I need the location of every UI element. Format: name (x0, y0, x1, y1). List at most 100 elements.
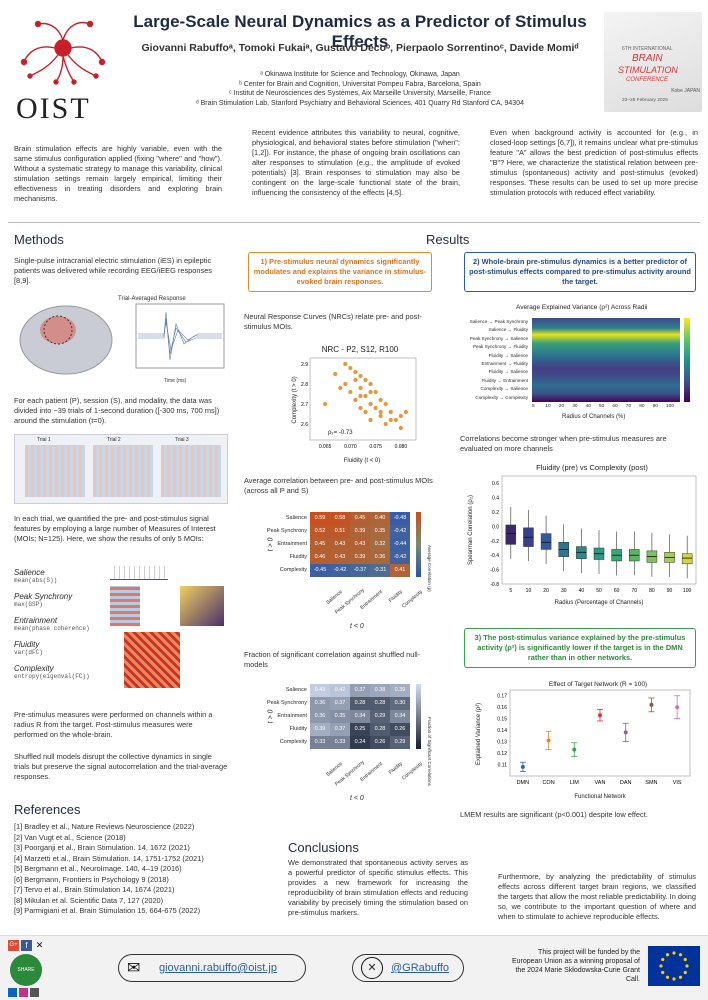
scatter-point (353, 369, 358, 375)
intro-col3: Even when background activity is account… (490, 128, 698, 197)
reference-item: [7] Tervo et al., Brain Stimulation 14, … (14, 885, 175, 894)
moi-item: Complexity entropy(eigenval(FC)) (14, 664, 90, 680)
google-plus-icon[interactable]: G+ (8, 940, 19, 951)
email-share-icon[interactable] (30, 988, 39, 997)
heatmap-cell: 0.35 (370, 525, 390, 538)
heatmap-cell: 0.43 (350, 538, 370, 551)
radii-col-label: 100 (666, 404, 675, 409)
box-xtick: 70 (631, 588, 637, 594)
moi-figures (110, 566, 228, 688)
scatter-point (368, 389, 373, 395)
trials-figure: Trial 1 Trial 2 Trial 3 (14, 434, 228, 504)
divider (8, 222, 700, 223)
methods-p3: In each trial, we quantified the pre- an… (14, 514, 216, 543)
trial-label: Trial 1 (37, 437, 51, 443)
conference-place: Kobe JAPAN (671, 88, 700, 94)
x-icon[interactable]: ✕ (35, 940, 44, 950)
affiliation: ᵈ Brain Stimulation Lab, Stanford Psychi… (196, 99, 524, 107)
scatter-point (323, 401, 328, 407)
email-pill[interactable]: ✉ giovanni.rabuffo@oist.jp (118, 954, 306, 982)
heatmap-cell: 0.40 (370, 512, 390, 525)
radii-col-label: 5 (532, 404, 535, 409)
eu-star (683, 957, 687, 962)
radii-col-label: 10 (545, 404, 551, 409)
net-ytick: 0.11 (498, 763, 508, 769)
radii-xlabel: Radius of Channels (%) (562, 414, 626, 420)
scatter-points (323, 361, 409, 431)
heatmap-xlabel: t < 0 (350, 623, 364, 630)
scatter-ytick: 2.7 (301, 402, 308, 408)
heatmap-cell: 0.59 (310, 512, 330, 525)
affiliation: ᵃ Okinawa Institute for Science and Tech… (260, 71, 460, 78)
radii-colorbar (684, 318, 690, 402)
heatmap-cell: 0.43 (330, 538, 350, 551)
heatmap-xlabel: t < 0 (350, 795, 364, 802)
scatter-point (353, 397, 358, 403)
scatter-point (403, 409, 409, 415)
net-point (546, 738, 551, 743)
heatmap-cell: 0.25 (350, 723, 370, 736)
eu-star (659, 964, 663, 968)
radii-heatmap: Average Explained Variance (ρ²) Across R… (452, 304, 702, 428)
heatmap-cell: 0.29 (370, 710, 390, 723)
oist-wordmark: OIST (16, 92, 91, 125)
heatmap-cell: 0.29 (390, 736, 410, 749)
heatmap-cell: 0.39 (350, 551, 370, 564)
boxplot-chart: Fluidity (pre) vs Complexity (post) 5 10 2… (468, 463, 697, 606)
heatmap-row-label: Entrainment (277, 541, 307, 547)
net-xtick: CON (542, 780, 554, 786)
heatmap-cell: 0.36 (310, 697, 330, 710)
conclusions-p1: We demonstrated that spontaneous activit… (288, 858, 468, 917)
radii-col-label: 50 (599, 404, 605, 409)
scatter-point (358, 385, 363, 391)
reference-item: [4] Marzetti et al., Brain Stimulation. … (14, 853, 204, 863)
scatter-point (333, 371, 338, 377)
nrc-text: Neural Response Curves (NRCs) relate pre… (244, 312, 422, 331)
box-rect (505, 524, 517, 545)
methods-p4: Pre-stimulus measures were performed on … (14, 710, 213, 739)
net-xtick: DMN (517, 780, 530, 786)
scatter-point (348, 389, 353, 395)
finding-3: 3) The post-stimulus variance explained … (464, 628, 696, 668)
net-xlabel: Functional Network (574, 794, 626, 800)
finding-1: 1) Pre-stimulus neural dynamics signific… (248, 252, 432, 292)
x-handle-pill[interactable]: ✕ @GRabuffo (352, 954, 464, 982)
share-badge[interactable]: SHARE (10, 954, 42, 986)
heatmap-cell: 0.58 (330, 512, 350, 525)
envelope-icon: ✉ (127, 960, 141, 977)
heatmap-cell: 0.34 (350, 710, 370, 723)
scatter-point (383, 421, 388, 427)
scatter-annotation: ρ₂= -0.73 (328, 430, 353, 436)
oist-logo-graphic (20, 20, 106, 85)
radii-row-labels: Salience → Peak Synchrony Salience → Flui… (452, 318, 528, 402)
scatter-point (393, 417, 398, 423)
x-handle[interactable]: @GRabuffo (391, 962, 450, 974)
net-point (649, 702, 654, 707)
heatmap-cell: 0.43 (330, 551, 350, 564)
conference-line1: 6TH INTERNATIONAL (622, 46, 673, 52)
conference-logo: 6TH INTERNATIONAL BRAIN STIMULATION CONF… (604, 12, 702, 112)
moi-item: Salience mean(abs(S)) (14, 568, 58, 584)
scatter-point (343, 381, 348, 387)
radii-row-label: Complexity → Salience (480, 386, 529, 392)
scatter-point (398, 413, 403, 419)
instagram-icon[interactable] (19, 988, 28, 997)
eu-star (683, 970, 687, 975)
radii-row-label: Salience → Fluidity (488, 327, 528, 333)
scatter-title: NRC - P2, S12, R100 (322, 345, 399, 354)
box-ytick: -0.8 (490, 582, 499, 588)
box-rect (681, 553, 693, 565)
linkedin-icon[interactable] (8, 988, 17, 997)
funding-text: This project will be funded by the Europ… (511, 949, 640, 983)
moi-item: Entrainment mean(phase coherence) (14, 616, 90, 632)
heatmap-cell: 0.35 (330, 710, 350, 723)
email-address[interactable]: giovanni.rabuffo@oist.jp (159, 962, 277, 974)
reference-item: [6] Bergmann, Frontiers in Psychology 9 … (14, 874, 169, 884)
heatmap-row-label: Salience (285, 515, 307, 521)
box-ytick: 0.4 (492, 496, 499, 502)
facebook-icon[interactable]: f (21, 940, 32, 951)
net-title: Effect of Target Network (R = 100) (549, 681, 647, 688)
heatmap-cell: 0.52 (310, 525, 330, 538)
moi-list: Salience mean(abs(S)) Peak Synchrony max(G… (14, 568, 110, 688)
radii-col-label: 80 (639, 404, 645, 409)
